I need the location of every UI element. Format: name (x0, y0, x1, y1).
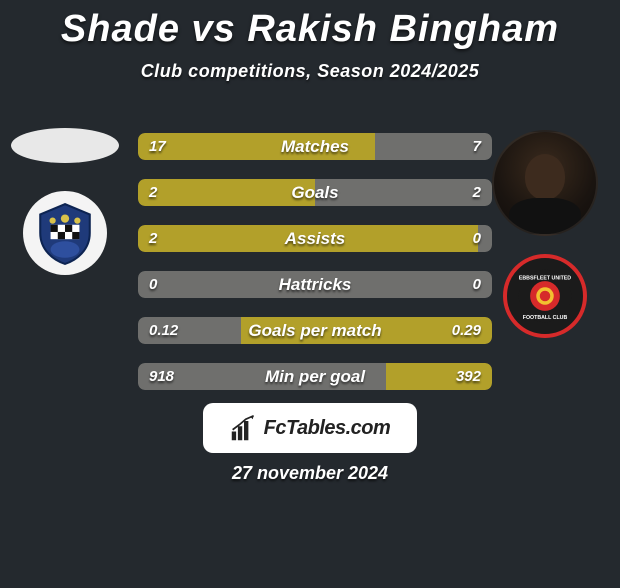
stat-bar-left-fill (138, 133, 375, 160)
stat-bar-right-fill (315, 271, 492, 298)
stat-bar-right-value: 0 (473, 225, 481, 252)
right-player-column: EBBSFLEET UNITED FOOTBALL CLUB (490, 130, 600, 338)
club-badge-left (23, 191, 107, 275)
ebbsfleet-crest-icon: EBBSFLEET UNITED FOOTBALL CLUB (517, 268, 573, 324)
datestamp: 27 november 2024 (0, 463, 620, 484)
page-title: Shade vs Rakish Bingham (0, 8, 620, 51)
stat-bar-left-fill (138, 225, 478, 252)
player-right-avatar (492, 130, 598, 236)
brand-box: FcTables.com (203, 403, 417, 453)
stat-bar-left-value: 2 (149, 225, 157, 252)
stat-bar-right-value: 2 (473, 179, 481, 206)
club-badge-right: EBBSFLEET UNITED FOOTBALL CLUB (503, 254, 587, 338)
stat-bar-right-value: 0 (473, 271, 481, 298)
stat-bar: Goals per match0.120.29 (138, 317, 492, 344)
stat-bars: Matches177Goals22Assists20Hattricks00Goa… (138, 133, 492, 390)
stat-bar-right-value: 0.29 (452, 317, 481, 344)
stat-bar: Goals22 (138, 179, 492, 206)
stat-bar: Hattricks00 (138, 271, 492, 298)
stat-bar-left-value: 0 (149, 271, 157, 298)
left-player-column (10, 128, 120, 275)
stat-bar-right-fill (315, 179, 492, 206)
stat-bar: Matches177 (138, 133, 492, 160)
brand-text: FcTables.com (264, 417, 391, 440)
stat-bar-left-value: 918 (149, 363, 174, 390)
stat-bar-right-value: 7 (473, 133, 481, 160)
svg-text:FOOTBALL CLUB: FOOTBALL CLUB (523, 315, 568, 321)
page-subtitle: Club competitions, Season 2024/2025 (0, 61, 620, 82)
fctables-logo-icon (230, 414, 258, 442)
stat-bar-left-value: 0.12 (149, 317, 178, 344)
player-left-avatar-placeholder (11, 128, 119, 163)
stat-bar-left-fill (138, 179, 315, 206)
stat-bar-left-value: 17 (149, 133, 166, 160)
stat-bar: Min per goal918392 (138, 363, 492, 390)
svg-text:EBBSFLEET UNITED: EBBSFLEET UNITED (519, 275, 571, 281)
stat-bar-left-fill (138, 271, 315, 298)
stat-bar-right-value: 392 (456, 363, 481, 390)
eastleigh-crest-icon (32, 200, 98, 266)
stat-bar-left-fill (138, 363, 386, 390)
stat-bar-left-value: 2 (149, 179, 157, 206)
stat-bar: Assists20 (138, 225, 492, 252)
